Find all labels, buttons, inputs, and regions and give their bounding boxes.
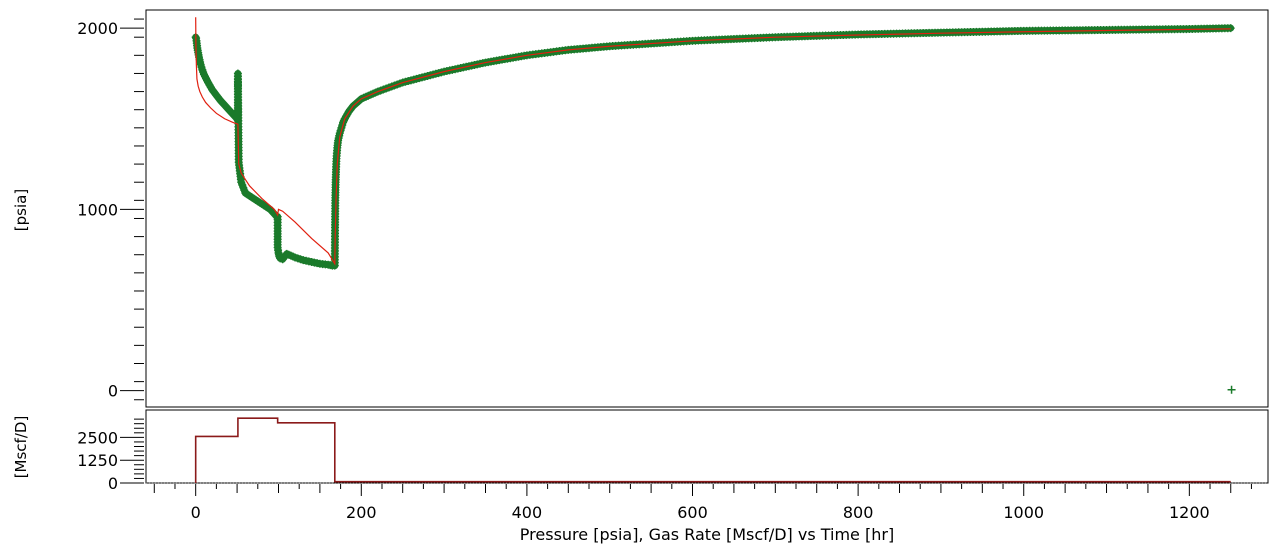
pressure-tick-label: 1000: [77, 200, 118, 219]
time-tick-label: 200: [346, 503, 377, 522]
rate-tick-label: 1250: [77, 451, 118, 470]
gas-rate-step-line: [194, 417, 1231, 483]
pressure-axis-label: [psia]: [12, 189, 30, 231]
rate-tick-label: 2500: [77, 428, 118, 447]
rate-axis-minor-ticks: [134, 418, 1268, 484]
pressure-tick-label: 0: [108, 382, 118, 401]
pressure-series-group: [191, 17, 1236, 394]
time-axis-label: Pressure [psia], Gas Rate [Mscf/D] vs Ti…: [520, 525, 894, 544]
rate-plot-frame: [145, 409, 1269, 484]
pressure-tick-label: 2000: [77, 19, 118, 38]
time-tick-label: 1200: [1169, 503, 1210, 522]
rate-tick-label: 0: [108, 474, 118, 493]
model-pressure-line: [195, 17, 1231, 266]
time-axis-ticks: 0 200 400 600 800 1000 1200: [153, 484, 1252, 522]
pressure-plot-frame: [145, 9, 1269, 408]
pressure-axis-minor-ticks: [134, 18, 144, 401]
time-tick-label: 1000: [1003, 503, 1044, 522]
pressure-axis-ticks: 0 1000 2000: [77, 19, 144, 401]
time-tick-label: 0: [191, 503, 201, 522]
rate-series-group: [194, 417, 1231, 483]
rate-axis-ticks: 0 1250 2500: [77, 428, 144, 493]
time-tick-label: 400: [512, 503, 543, 522]
time-tick-label: 800: [843, 503, 874, 522]
rate-axis-label: [Mscf/D]: [12, 416, 30, 479]
time-tick-label: 600: [677, 503, 708, 522]
measured-outlier-point: [1227, 385, 1236, 394]
